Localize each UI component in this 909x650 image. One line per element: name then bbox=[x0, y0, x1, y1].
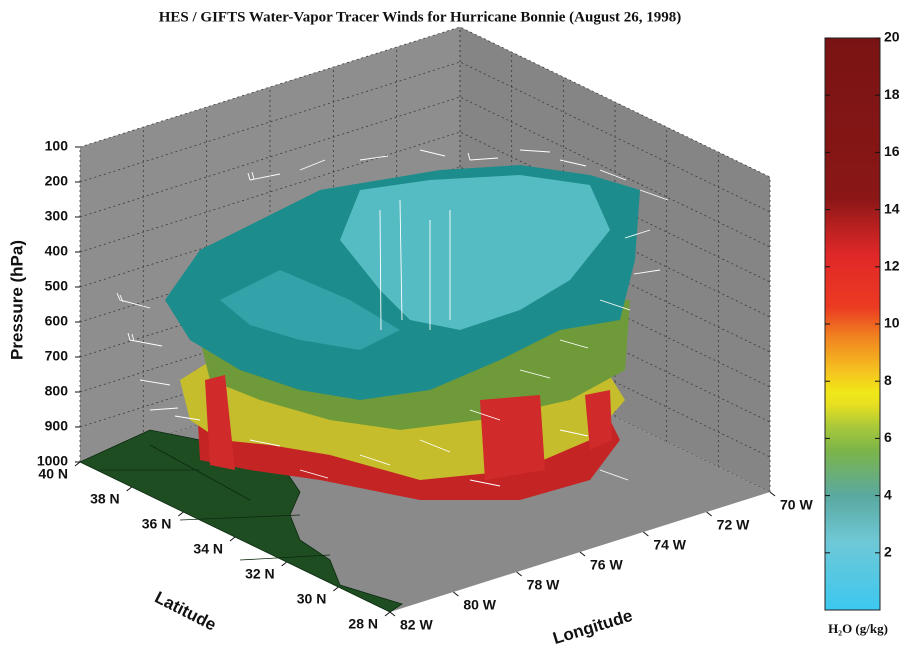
y-tick-label: 80 W bbox=[463, 597, 496, 613]
y-tick bbox=[580, 552, 585, 556]
page: {"chart_data": { "type": "volume3d", "ti… bbox=[0, 0, 909, 650]
red-isosurface bbox=[480, 395, 545, 480]
x-tick-label: 30 N bbox=[297, 591, 327, 607]
y-tick bbox=[453, 592, 458, 596]
colorbar-tick-label: 6 bbox=[884, 429, 892, 445]
colorbar-tick-label: 2 bbox=[884, 544, 892, 560]
x-tick bbox=[178, 512, 183, 516]
colorbar-tick-label: 4 bbox=[884, 486, 892, 502]
y-tick-label: 78 W bbox=[527, 577, 560, 593]
chart: HES / GIFTS Water-Vapor Tracer Winds for… bbox=[0, 0, 909, 650]
z-axis-label: Pressure (hPa) bbox=[7, 240, 26, 360]
colorbar bbox=[825, 38, 880, 610]
x-tick bbox=[333, 587, 338, 591]
z-tick-label: 900 bbox=[45, 418, 69, 434]
z-tick-label: 400 bbox=[45, 243, 69, 259]
y-tick bbox=[707, 512, 712, 516]
y-tick-label: 70 W bbox=[780, 497, 813, 513]
y-tick bbox=[517, 572, 522, 576]
x-tick-label: 36 N bbox=[142, 516, 172, 532]
colorbar-tick-label: 8 bbox=[884, 372, 892, 388]
colorbar-tick-label: 16 bbox=[884, 143, 900, 159]
z-tick-label: 700 bbox=[45, 348, 69, 364]
y-tick-label: 74 W bbox=[653, 537, 686, 553]
z-tick-label: 300 bbox=[45, 208, 69, 224]
x-axis-label: Latitude bbox=[152, 588, 220, 635]
x-tick bbox=[75, 462, 80, 466]
x-tick bbox=[385, 612, 390, 616]
z-tick-label: 500 bbox=[45, 278, 69, 294]
x-tick bbox=[127, 487, 132, 491]
z-tick-label: 100 bbox=[45, 138, 69, 154]
colorbar-tick-label: 12 bbox=[884, 258, 900, 274]
chart-title: HES / GIFTS Water-Vapor Tracer Winds for… bbox=[159, 9, 682, 25]
colorbar-label: H₂O (g/kg) bbox=[828, 621, 888, 636]
colorbar-tick-label: 18 bbox=[884, 86, 900, 102]
y-tick-label: 72 W bbox=[717, 517, 750, 533]
y-tick-label: 76 W bbox=[590, 557, 623, 573]
y-tick bbox=[643, 532, 648, 536]
y-axis-label: Longitude bbox=[551, 606, 635, 648]
x-tick-label: 32 N bbox=[245, 566, 275, 582]
y-tick bbox=[390, 612, 395, 616]
colorbar-tick-label: 14 bbox=[884, 200, 900, 216]
y-tick-label: 82 W bbox=[400, 617, 433, 633]
colorbar-tick-label: 10 bbox=[884, 315, 900, 331]
x-tick-label: 38 N bbox=[90, 491, 120, 507]
z-tick-label: 800 bbox=[45, 383, 69, 399]
x-tick bbox=[282, 562, 287, 566]
x-tick-label: 28 N bbox=[348, 616, 378, 632]
z-tick-label: 200 bbox=[45, 173, 69, 189]
colorbar-tick-label: 20 bbox=[884, 29, 900, 45]
x-tick-label: 40 N bbox=[38, 466, 68, 482]
x-tick-label: 34 N bbox=[193, 541, 223, 557]
y-tick bbox=[770, 492, 775, 496]
x-tick bbox=[230, 537, 235, 541]
z-tick-label: 600 bbox=[45, 313, 69, 329]
